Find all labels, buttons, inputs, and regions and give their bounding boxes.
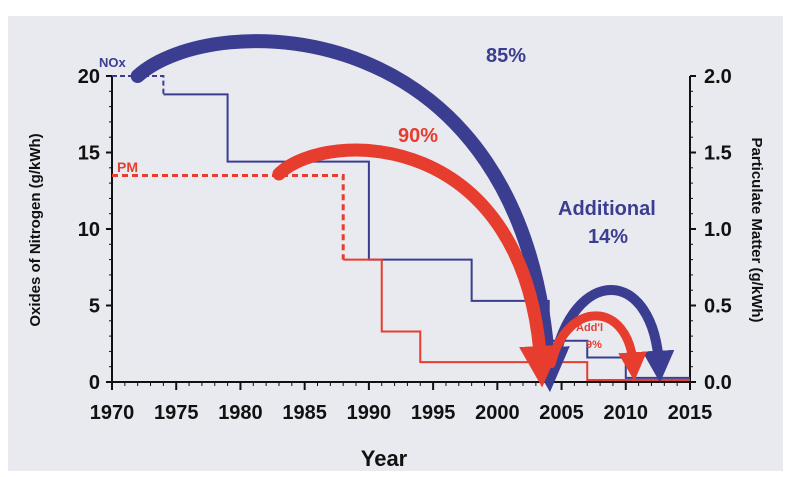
y-left-tick-label-5: 5	[89, 296, 100, 318]
x-tick-label-1975: 1975	[154, 402, 199, 424]
annotation-14-percent: 14%	[588, 226, 628, 248]
y-left-tick-label-15: 15	[78, 143, 100, 165]
nox-series-label: NOx	[99, 55, 127, 70]
x-tick-label-1990: 1990	[347, 402, 392, 424]
pm-series-line-dashed	[112, 173, 345, 260]
y-axis-right-title: Particulate Matter (g/kWh)	[748, 137, 765, 322]
annotation-90-percent: 90%	[398, 125, 438, 147]
x-tick-label-1970: 1970	[90, 402, 135, 424]
annotation-9-percent: 9%	[586, 339, 602, 351]
x-axis-title: Year	[361, 446, 408, 471]
y-right-tick-label-1.5: 1.5	[704, 143, 732, 165]
x-tick-label-2000: 2000	[475, 402, 520, 424]
y-left-tick-label-0: 0	[89, 372, 100, 394]
annotation-85-percent: 85%	[486, 45, 526, 67]
annotation-additional: Additional	[558, 198, 656, 220]
pm-series-label: PM	[117, 159, 138, 175]
arrow-layer	[130, 34, 675, 393]
x-tick-label-1985: 1985	[282, 402, 327, 424]
x-tick-label-2005: 2005	[539, 402, 584, 424]
annotation-addl: Add'l	[576, 322, 603, 334]
y-right-tick-label-1.0: 1.0	[704, 219, 732, 241]
pm-90-percent-arrow	[272, 143, 561, 388]
nox-85-percent-arrow	[130, 34, 570, 393]
y-left-tick-label-10: 10	[78, 219, 100, 241]
ticks: 1970 1975 1980 1985 1990 1995 2000 2005 2010 2015…	[78, 66, 732, 424]
x-tick-label-1980: 1980	[218, 402, 263, 424]
y-axis-left-title: Oxides of Nitrogen (g/kWh)	[27, 133, 44, 326]
plot-panel	[8, 16, 783, 471]
y-left-tick-label-20: 20	[78, 66, 100, 88]
nox-series-line-dashed	[112, 75, 165, 95]
pm-series-line	[343, 258, 690, 382]
y-right-tick-label-0.0: 0.0	[704, 372, 732, 394]
x-tick-label-2010: 2010	[604, 402, 649, 424]
y-right-tick-label-0.5: 0.5	[704, 296, 732, 318]
x-tick-label-2015: 2015	[668, 402, 713, 424]
y-right-tick-label-2.0: 2.0	[704, 66, 732, 88]
labels: Year Oxides of Nitrogen (g/kWh) Particul…	[27, 45, 765, 471]
pm-addl-9-percent-arrow	[546, 311, 647, 382]
x-tick-label-1995: 1995	[411, 402, 456, 424]
